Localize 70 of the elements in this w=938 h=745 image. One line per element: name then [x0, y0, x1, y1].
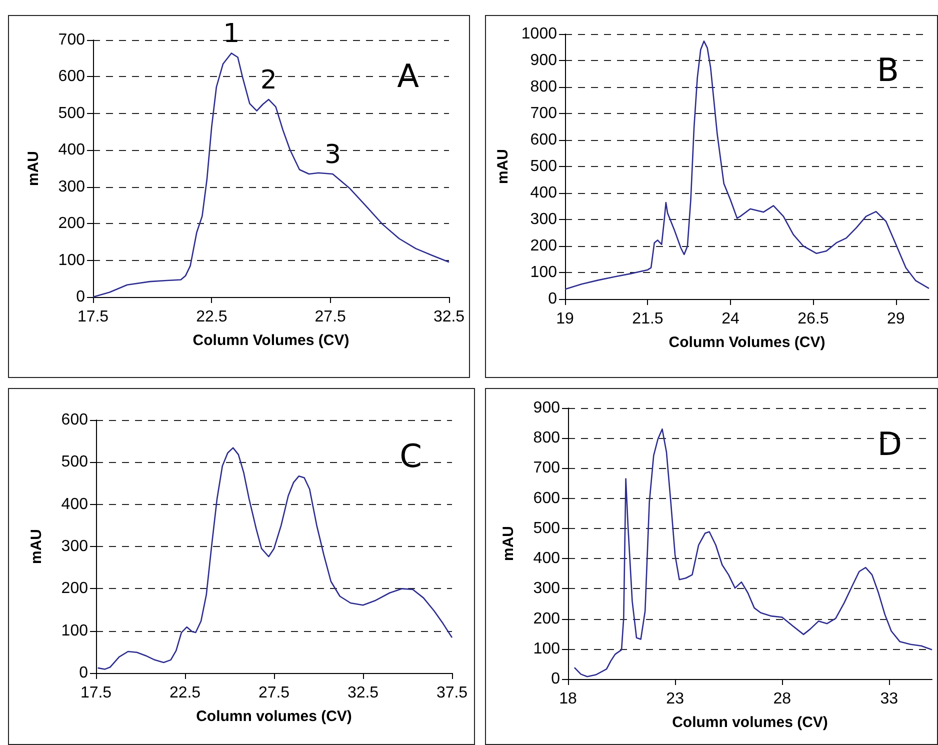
x-axis-title: Column volumes (CV) — [196, 708, 352, 725]
y-tick-label: 300 — [530, 211, 558, 228]
y-axis-title: mAU — [494, 148, 512, 184]
y-tick-label: 700 — [533, 460, 560, 477]
y-tick-label: 200 — [530, 238, 558, 254]
y-tick-label: 200 — [58, 215, 86, 232]
y-tick-label: 500 — [533, 520, 560, 537]
x-tick-label: 26.5 — [798, 310, 829, 328]
x-tick-label: 18 — [559, 690, 577, 708]
x-tick-label: 23 — [666, 690, 684, 708]
y-axis-title: mAU — [25, 150, 42, 186]
annotation: C — [400, 437, 422, 475]
x-tick-label: 33 — [880, 690, 898, 708]
x-tick-label: 37.5 — [436, 684, 468, 702]
y-tick-label: 0 — [551, 670, 560, 688]
y-tick-label: 200 — [533, 610, 560, 628]
y-tick-label: 800 — [533, 430, 560, 447]
y-tick-label: 500 — [61, 454, 88, 471]
y-tick-label: 0 — [548, 290, 558, 308]
y-tick-label: 0 — [76, 288, 86, 306]
x-tick-label: 22.5 — [169, 684, 201, 702]
y-tick-label: 100 — [58, 252, 86, 269]
x-tick-label: 17.5 — [80, 684, 112, 702]
y-tick-label: 0 — [79, 664, 88, 682]
x-tick-label: 28 — [773, 690, 792, 708]
y-tick-label: 600 — [533, 490, 560, 507]
y-tick-label: 900 — [533, 400, 560, 416]
y-axis-title: mAU — [500, 526, 517, 562]
y-tick-label: 400 — [533, 550, 560, 568]
annotation: B — [877, 51, 899, 89]
x-tick-label: 32.5 — [347, 684, 379, 702]
x-tick-label: 24 — [722, 310, 740, 328]
y-tick-label: 600 — [530, 132, 558, 148]
x-tick-label: 27.5 — [314, 308, 346, 326]
x-tick-label: 32.5 — [433, 308, 465, 326]
y-tick-label: 400 — [530, 184, 558, 202]
x-axis-title: Column volumes (CV) — [672, 714, 828, 731]
y-tick-label: 300 — [61, 538, 88, 555]
line-series — [574, 428, 933, 678]
y-tick-label: 300 — [533, 580, 560, 598]
y-tick-label: 900 — [530, 52, 558, 69]
y-tick-label: 700 — [530, 105, 558, 122]
y-tick-label: 100 — [61, 622, 88, 640]
y-tick-label: 800 — [530, 78, 558, 96]
x-tick-label: 19 — [556, 310, 574, 328]
y-tick-label: 600 — [61, 412, 88, 428]
y-tick-label: 500 — [530, 158, 558, 175]
x-tick-label: 29 — [887, 310, 905, 328]
x-axis-title: Column Volumes (CV) — [192, 332, 350, 349]
annotation: 1 — [223, 19, 240, 50]
y-tick-label: 300 — [58, 178, 86, 196]
y-tick-label: 1000 — [521, 26, 558, 42]
y-tick-label: 400 — [61, 496, 88, 513]
y-tick-label: 600 — [58, 68, 86, 86]
x-tick-label: 22.5 — [196, 308, 228, 326]
x-tick-label: 17.5 — [77, 308, 109, 326]
y-tick-label: 100 — [530, 264, 558, 281]
x-axis-title: Column Volumes (CV) — [668, 334, 826, 351]
y-tick-label: 700 — [58, 32, 86, 48]
y-tick-label: 500 — [58, 104, 86, 122]
y-tick-label: 200 — [61, 580, 88, 598]
y-axis-title: mAU — [28, 528, 45, 564]
annotation: 3 — [324, 140, 341, 170]
x-tick-label: 21.5 — [632, 310, 664, 328]
line-series — [564, 40, 930, 290]
annotation: 2 — [260, 65, 277, 96]
y-tick-label: 400 — [58, 142, 86, 159]
annotation: A — [397, 57, 420, 95]
x-tick-label: 27.5 — [258, 684, 290, 702]
y-tick-label: 100 — [533, 640, 560, 658]
